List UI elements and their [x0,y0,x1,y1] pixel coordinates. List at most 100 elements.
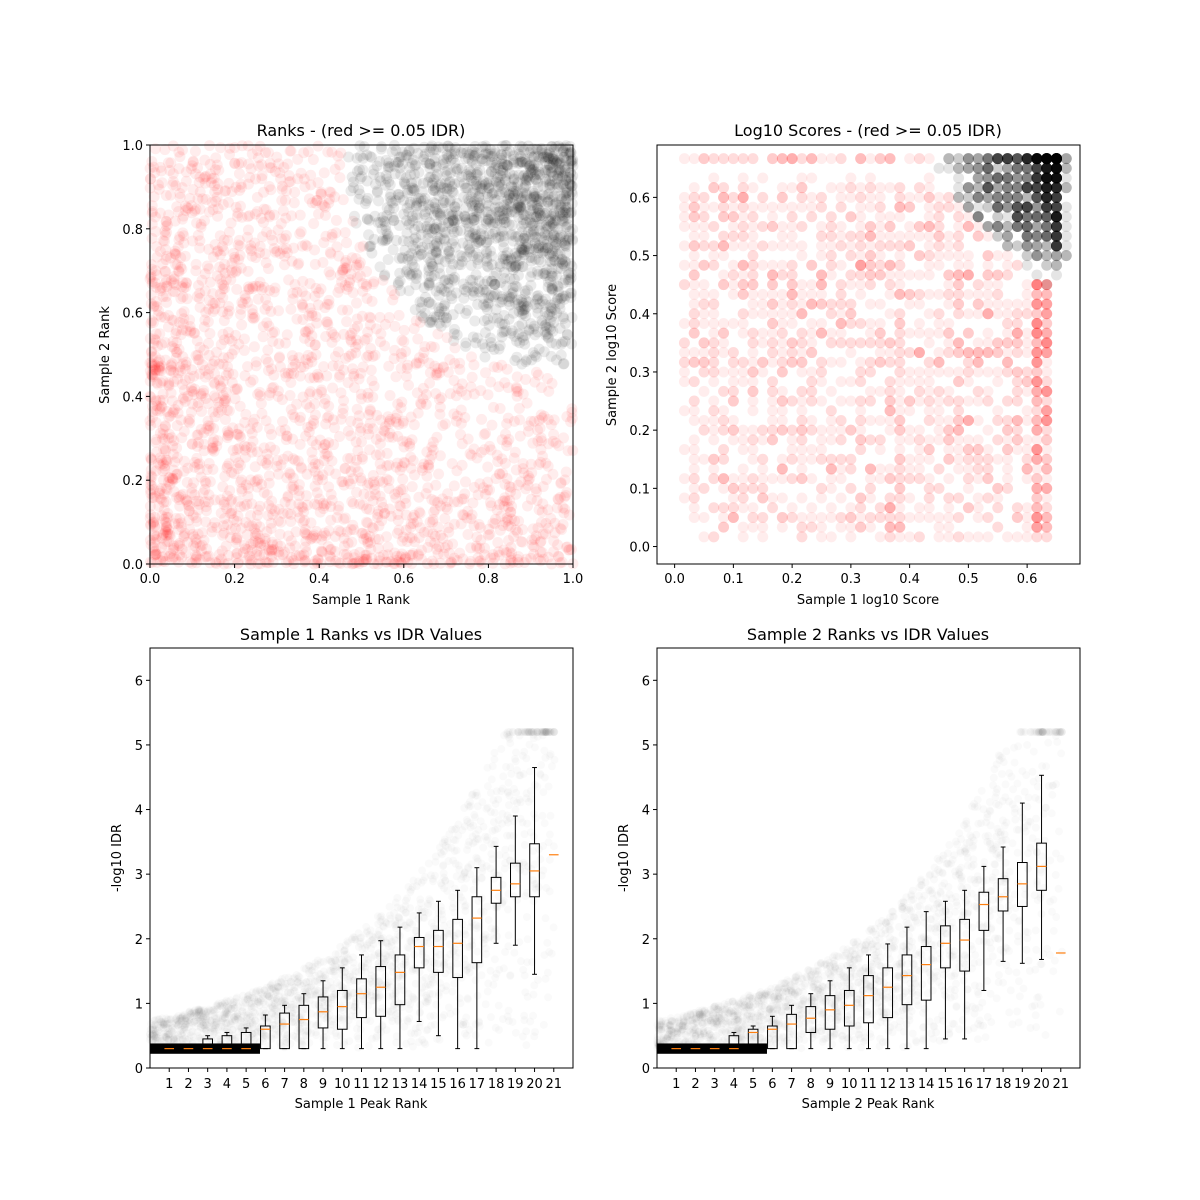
scores-red-point [757,191,769,203]
scores-red-point [884,531,896,543]
scores-red-point [747,424,759,436]
ranks-red-point [301,529,313,541]
ranks-red-point [448,375,460,387]
scores-red-point [962,482,974,494]
ranks-red-point [355,436,367,448]
ranks-red-point [263,181,275,193]
ranks-red-point [390,461,402,473]
scores-red-point [806,366,818,378]
ranks-black-point [479,327,491,339]
ranks-black-point [398,178,410,190]
scores-red-point [767,405,779,417]
scores-red-point [806,211,818,223]
scores-red-point [953,463,965,475]
ranks-red-point [338,532,350,544]
scores-red-point [816,201,827,213]
ranks-red-point [190,258,202,270]
ranks-red-point [355,388,367,400]
ranks-black-point [353,184,365,196]
ranks-red-point [231,264,243,276]
ranks-red-point [145,464,157,476]
ranks-red-point [265,162,277,174]
scores-red-point [678,444,690,456]
ranks-red-point [338,328,350,340]
scores-red-point [923,511,935,523]
ranks-red-point [217,199,229,211]
ranks-red-point [352,417,364,429]
ranks-red-point [275,516,287,528]
ranks-red-point [176,378,188,390]
scores-red-point [727,395,739,407]
scores-red-point [874,269,886,281]
scores-red-point [1002,250,1014,262]
ranks-black-point [486,275,498,287]
ranks-black-point [426,258,438,270]
ranks-red-point [219,258,231,270]
ranks-black-point [546,179,558,191]
ranks-red-point [265,229,277,241]
ranks-red-point [217,306,229,318]
ranks-red-point [160,511,172,523]
scores-red-point [796,288,808,300]
ranks-red-point [301,398,313,410]
scores-red-point [767,211,779,223]
ranks-red-point [325,186,337,198]
ranks-black-point [551,169,563,181]
scores-red-point [835,191,847,203]
scores-red-point [737,259,749,271]
scores-red-point [953,405,965,417]
ranks-red-point [391,408,403,420]
scores-red-point [767,424,779,436]
ranks-red-point [507,556,519,568]
ranks-red-point [488,552,500,564]
ranks-black-point [440,227,452,239]
ranks-red-point [303,193,315,205]
ranks-red-point [264,441,276,453]
ranks-red-point [530,366,542,378]
scores-red-point [884,414,896,426]
ranks-red-point [389,320,401,332]
scores-red-point [806,444,818,456]
ranks-red-point [471,531,483,543]
scores-red-point [1002,356,1014,368]
scores-red-point [923,366,935,378]
ranks-red-point [542,460,554,472]
ranks-red-point [194,292,206,304]
scores-red-point [737,317,749,329]
scores-red-point [767,356,779,368]
ranks-red-point [533,504,545,516]
scores-red-point [923,269,935,281]
scores-red-point [796,250,808,262]
ranks-red-point [370,449,382,461]
scores-red-point [864,317,876,329]
ranks-red-point [269,505,281,517]
ranks-red-point [228,344,240,356]
ranks-red-point [337,264,349,276]
scores-red-point [747,521,759,533]
scores-red-point [816,531,827,543]
ranks-red-point [448,518,460,530]
ranks-red-point [231,515,243,527]
scores-red-point [943,492,955,504]
scores-red-point [747,288,759,300]
ranks-red-point [258,186,270,198]
ranks-red-point [326,336,338,348]
ranks-red-point [395,500,407,512]
ranks-red-point [222,234,234,246]
ranks-red-point [151,301,163,313]
ranks-red-point [227,422,239,434]
ranks-black-point [430,224,442,236]
ranks-red-point [342,475,354,487]
scores-red-point [737,521,749,533]
scores-red-point [796,405,808,417]
scores-red-point [767,414,779,426]
ranks-red-point [352,445,364,457]
scores-red-point [816,288,827,300]
ranks-red-point [512,526,524,538]
ranks-red-point [201,260,213,272]
scores-red-point [688,414,700,426]
scores-red-point [884,288,896,300]
ranks-red-point [354,498,366,510]
ranks-red-point [352,466,364,478]
scores-red-point [972,337,984,349]
